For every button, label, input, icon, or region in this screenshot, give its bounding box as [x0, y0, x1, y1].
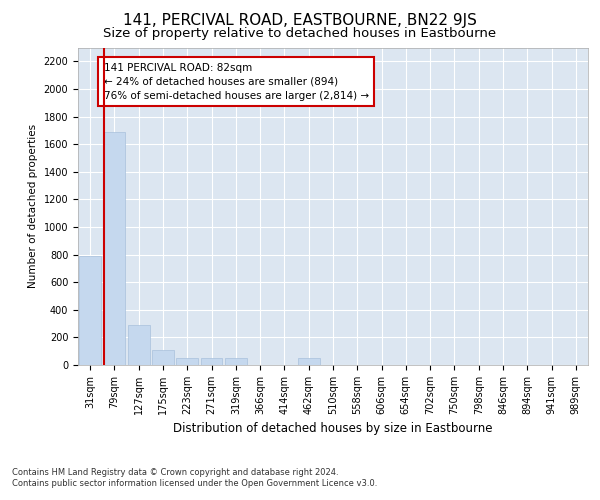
Bar: [79, 256, 101, 365]
X-axis label: Distribution of detached houses by size in Eastbourne: Distribution of detached houses by size …: [173, 422, 493, 436]
Text: Size of property relative to detached houses in Eastbourne: Size of property relative to detached ho…: [103, 28, 497, 40]
Bar: [176, 358, 198, 365]
Bar: [152, 350, 174, 365]
Text: 141, PERCIVAL ROAD, EASTBOURNE, BN22 9JS: 141, PERCIVAL ROAD, EASTBOURNE, BN22 9JS: [123, 12, 477, 28]
Text: 141 PERCIVAL ROAD: 82sqm
← 24% of detached houses are smaller (894)
76% of semi-: 141 PERCIVAL ROAD: 82sqm ← 24% of detach…: [104, 62, 368, 100]
Bar: [225, 358, 247, 365]
Bar: [200, 358, 223, 365]
Y-axis label: Number of detached properties: Number of detached properties: [28, 124, 38, 288]
Bar: [298, 358, 320, 365]
Bar: [128, 325, 149, 365]
Bar: [104, 132, 125, 365]
Text: Contains HM Land Registry data © Crown copyright and database right 2024.
Contai: Contains HM Land Registry data © Crown c…: [12, 468, 377, 487]
